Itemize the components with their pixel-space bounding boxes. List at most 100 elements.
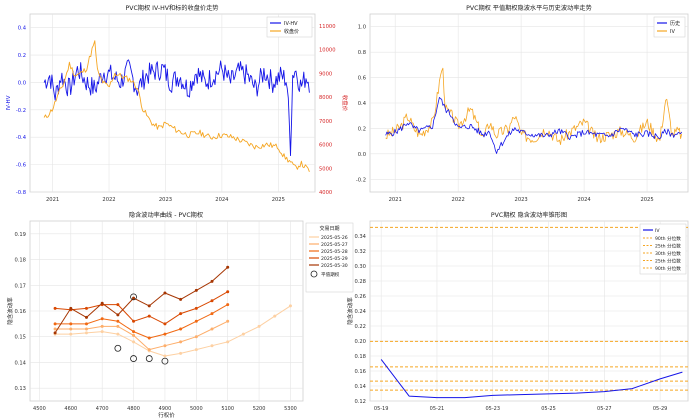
y-tick-label: 0.18 <box>14 258 26 264</box>
y-tick-label: 0.26 <box>354 294 366 300</box>
chart-iv-smile: 隐含波动率曲线 - PVC期权 4500 4600 4700 4800 4900 5000 5… <box>6 211 354 419</box>
smile-point <box>288 304 292 308</box>
smile-point <box>53 327 57 331</box>
smile-point <box>163 332 167 336</box>
legend-label: 历史 <box>670 20 680 27</box>
smile-point <box>163 354 167 358</box>
y-tick-label: 0.30 <box>354 264 366 270</box>
legend-label: 平值期权 <box>321 271 340 278</box>
x-tick-label: 4600 <box>64 406 77 412</box>
atm-marker <box>130 355 137 362</box>
smile-point <box>69 306 73 310</box>
smile-point <box>210 312 214 316</box>
x-tick-label: 05-23 <box>485 406 500 412</box>
smile-point <box>179 297 183 301</box>
smile-point <box>226 265 230 269</box>
smile-point <box>241 332 245 336</box>
smile-point <box>84 331 88 335</box>
series-line-iv-hv <box>43 59 310 157</box>
x-tick-label: 05-21 <box>430 406 445 412</box>
smile-point <box>132 296 136 300</box>
smile-point <box>53 322 57 326</box>
x-tick-label: 05-27 <box>597 406 612 412</box>
y-tick-label: 0.15 <box>14 335 26 341</box>
legend-box <box>653 16 686 38</box>
chart-atm-iv-vs-hv: PVC期权 平值期权隐波水平与历史波动率走势 2021 2022 2023 2024 20… <box>356 4 689 203</box>
legend-box <box>266 16 313 38</box>
smile-point <box>53 331 57 335</box>
smile-point <box>132 330 136 334</box>
smile-point <box>194 306 198 310</box>
x-tick-label: 2025 <box>640 197 653 203</box>
y-tick-label: -0.2 <box>356 177 366 183</box>
smile-point <box>194 335 198 339</box>
smile-point <box>210 327 214 331</box>
smile-point <box>179 327 183 331</box>
legend-label: 2025-05-26 <box>321 235 348 241</box>
y-tick-label: 0.34 <box>354 234 366 240</box>
chart-iv-cone: PVC期权 隐含波动率锥形图 05-19 05-21 05-23 05-25 05-27 0… <box>346 211 689 412</box>
y-axis-label: IV-HV <box>6 95 12 110</box>
smile-point <box>84 327 88 331</box>
legend-label: 2025-05-28 <box>321 249 348 255</box>
y-tick-label: 0.18 <box>354 354 366 360</box>
smile-point <box>100 330 104 334</box>
y-tick-label: 0.4 <box>358 101 367 107</box>
y-tick-label: 0.14 <box>354 384 366 390</box>
legend-label: IV-HV <box>284 21 298 27</box>
series-line-iv <box>380 359 683 399</box>
smile-point <box>194 288 198 292</box>
legend-label: 90th 分位数 <box>655 265 681 272</box>
y-tick-label: 0.2 <box>18 53 26 59</box>
smile-point <box>84 315 88 319</box>
smile-point <box>84 306 88 310</box>
smile-point <box>210 344 214 348</box>
smile-line <box>55 320 228 351</box>
x-tick-label: 2023 <box>159 197 172 203</box>
y-tick-label: 0.17 <box>14 283 26 289</box>
smile-line <box>55 305 291 357</box>
y2-tick-label: 5000 <box>319 166 332 172</box>
smile-point <box>179 340 183 344</box>
x-tick-label: 4800 <box>127 406 140 412</box>
smile-point <box>273 314 277 318</box>
smile-point <box>226 290 230 294</box>
x-tick-label: 2021 <box>389 197 402 203</box>
y2-tick-label: 8000 <box>319 95 332 101</box>
y2-tick-label: 6000 <box>319 143 332 149</box>
y-tick-label: 0.16 <box>14 309 26 315</box>
smile-point <box>100 324 104 328</box>
smile-point <box>210 299 214 303</box>
legend-label: 90th 分位数 <box>655 235 681 242</box>
y-tick-label: 0.20 <box>354 339 366 345</box>
smile-point <box>69 327 73 331</box>
smile-point <box>226 319 230 323</box>
series-line-close-price <box>43 40 310 172</box>
y2-tick-label: 7000 <box>319 119 332 125</box>
y-tick-label: 0.24 <box>354 309 366 315</box>
smile-point <box>132 333 136 337</box>
legend-title: 交易日期 <box>319 225 339 232</box>
smile-point <box>179 351 183 355</box>
y2-tick-label: 10000 <box>319 48 336 54</box>
y2-tick-label: 9000 <box>319 71 332 77</box>
x-tick-label: 05-25 <box>541 406 556 412</box>
smile-point <box>132 319 136 323</box>
smile-point <box>116 319 120 323</box>
y-tick-label: 0.6 <box>358 76 366 82</box>
x-tick-label: 05-29 <box>653 406 668 412</box>
smile-point <box>100 317 104 321</box>
smile-point <box>194 348 198 352</box>
x-tick-label: 2021 <box>46 197 59 203</box>
smile-line <box>54 266 229 334</box>
smile-point <box>132 340 136 344</box>
y-tick-label: -0.2 <box>16 108 26 114</box>
x-tick-label: 4500 <box>33 406 46 412</box>
smile-point <box>257 324 261 328</box>
y-axis-label: 隐含波动率 <box>6 297 14 325</box>
smile-point <box>226 303 230 307</box>
y-tick-label: 0.13 <box>14 386 26 392</box>
x-tick-label: 2025 <box>272 197 285 203</box>
